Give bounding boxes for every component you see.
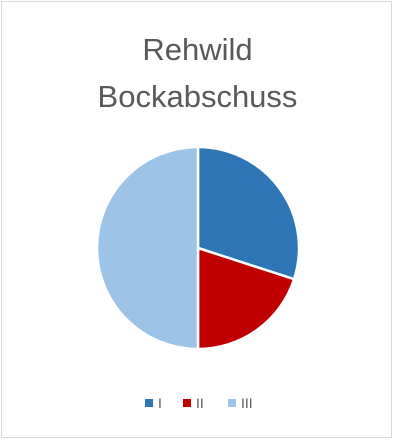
chart-title-line-1: Rehwild <box>142 32 253 67</box>
legend: I II III <box>145 395 253 411</box>
pie-slice-I <box>196 145 301 281</box>
legend-label-II: II <box>196 395 204 411</box>
pie-slice-III <box>95 145 200 351</box>
legend-marker-III <box>228 399 236 407</box>
pie-slices <box>95 145 301 351</box>
pie-slice-II <box>196 246 296 351</box>
chart-title-line-2: Bockabschuss <box>97 79 298 114</box>
legend-label-I: I <box>158 395 162 411</box>
legend-marker-II <box>183 399 191 407</box>
chart-title: Rehwild Bockabschuss <box>0 26 395 120</box>
legend-label-III: III <box>241 395 253 411</box>
legend-marker-I <box>145 399 153 407</box>
